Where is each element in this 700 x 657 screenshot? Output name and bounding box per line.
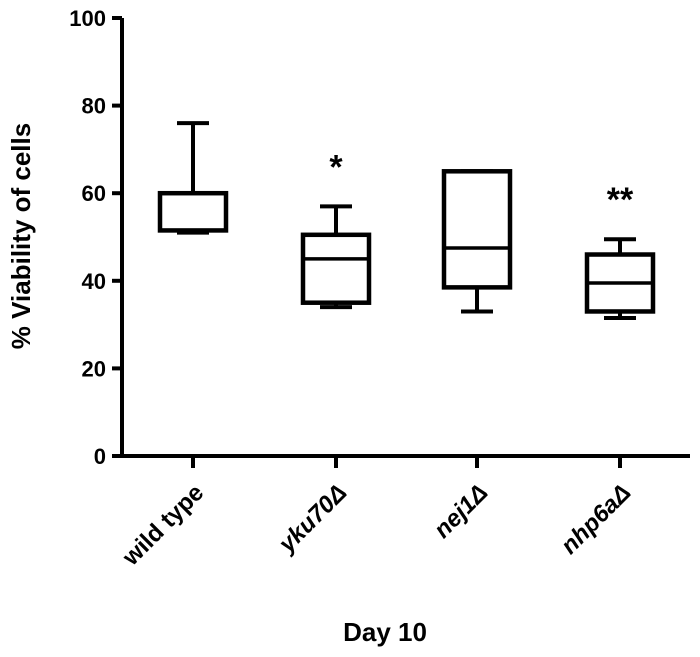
y-tick-label: 20 [82, 356, 106, 381]
y-tick-label: 80 [82, 94, 106, 119]
y-axis: 0 20 40 60 80 100 [69, 6, 124, 469]
x-category-label: nhp6aΔ [556, 479, 636, 559]
x-axis: wild type yku70Δ nej1Δ nhp6aΔ [117, 454, 690, 572]
y-tick-label: 0 [94, 444, 106, 469]
box-1 [157, 121, 229, 235]
y-axis-title: % Viability of cells [6, 123, 36, 349]
significance-marker: ** [607, 181, 634, 219]
y-tick-label: 40 [82, 269, 106, 294]
y-tick-label: 60 [82, 181, 106, 206]
x-axis-title: Day 10 [343, 617, 427, 647]
box-iqr [300, 232, 372, 305]
x-category-label: nej1Δ [429, 479, 493, 543]
box-2: * [300, 148, 372, 310]
boxes: *** [157, 121, 656, 321]
x-category-label: yku70Δ [273, 479, 352, 558]
box-4: ** [584, 181, 656, 321]
box-iqr [157, 190, 229, 233]
box-iqr [441, 169, 513, 290]
box-3 [441, 169, 513, 314]
x-category-label: wild type [117, 479, 209, 571]
significance-marker: * [329, 148, 343, 186]
y-tick-label: 100 [69, 6, 106, 31]
